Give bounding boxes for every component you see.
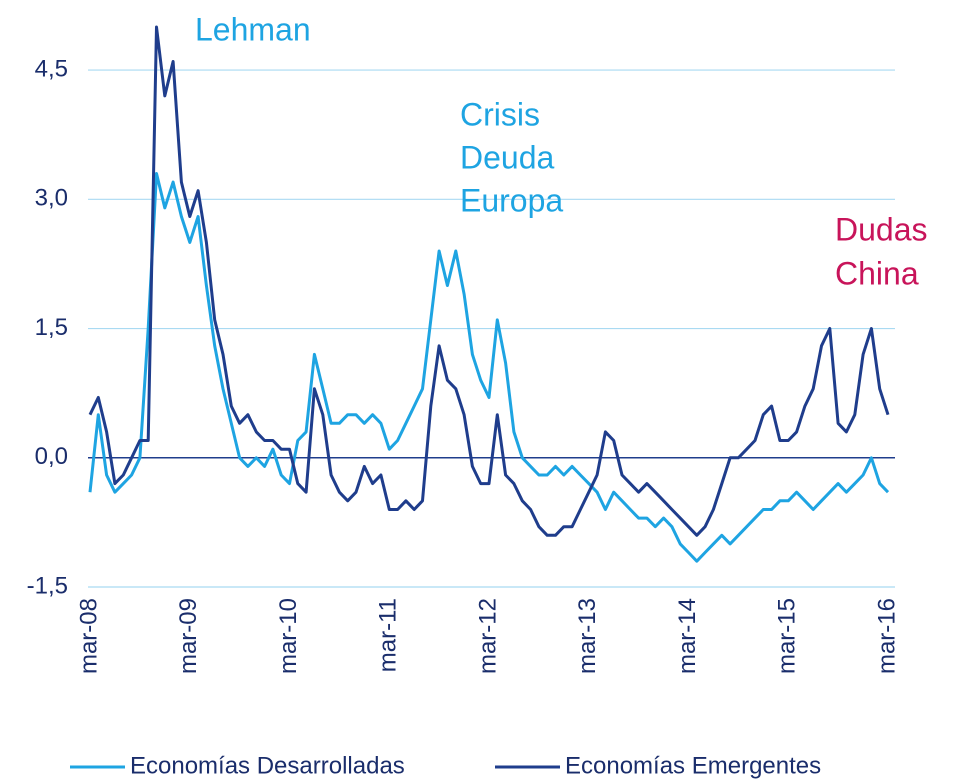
annotation: Crisis (460, 96, 540, 132)
y-tick-label: -1,5 (27, 572, 68, 599)
annotation: Europa (460, 182, 563, 218)
x-tick-label: mar-09 (175, 598, 202, 674)
plot-area (88, 25, 890, 563)
y-tick-label: 3,0 (35, 185, 68, 212)
x-tick-label: mar-14 (674, 598, 701, 674)
x-tick-label: mar-16 (873, 598, 900, 674)
annotation: Deuda (460, 139, 555, 175)
series-line (88, 25, 890, 537)
x-tick-label: mar-13 (574, 598, 601, 674)
y-tick-label: 1,5 (35, 314, 68, 341)
x-tick-label: mar-11 (375, 598, 402, 672)
legend-label: Economías Desarrolladas (130, 752, 405, 779)
series-line (88, 172, 890, 563)
annotation: Dudas (835, 211, 928, 247)
legend-label: Economías Emergentes (565, 752, 821, 779)
x-tick-label: mar-08 (75, 598, 102, 674)
y-tick-label: 4,5 (35, 55, 68, 82)
y-tick-label: 0,0 (35, 443, 68, 470)
x-tick-label: mar-15 (774, 598, 801, 674)
annotation: China (835, 255, 919, 291)
annotation: Lehman (195, 11, 311, 47)
x-tick-label: mar-12 (474, 598, 501, 674)
x-tick-label: mar-10 (275, 598, 302, 674)
